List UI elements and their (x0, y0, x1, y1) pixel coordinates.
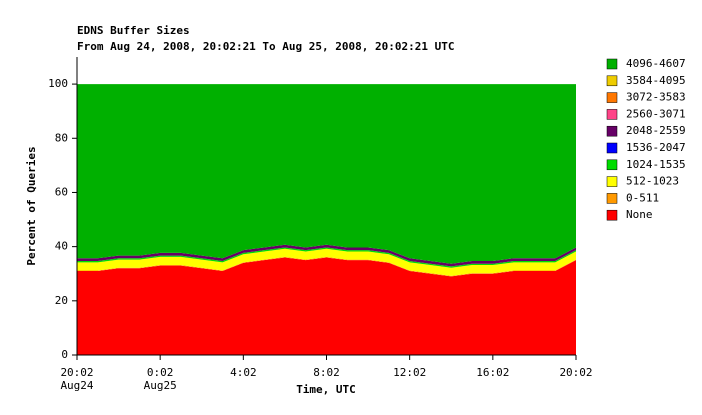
y-tick-label: 60 (55, 185, 68, 198)
x-tick-label: 12:02 (393, 366, 426, 379)
x-tick-label: 20:02 (60, 366, 93, 379)
legend-swatch (606, 92, 618, 103)
legend-label: 2048-2559 (626, 124, 686, 137)
legend-label: 512-1023 (626, 175, 679, 188)
chart-title: EDNS Buffer Sizes (77, 24, 190, 37)
legend-swatch (606, 176, 618, 187)
x-tick-label: 16:02 (476, 366, 509, 379)
legend-label: 4096-4607 (626, 57, 686, 70)
legend-label: 1536-2047 (626, 141, 686, 154)
y-tick-label: 0 (61, 348, 68, 361)
legend-label: 1024-1535 (626, 158, 686, 171)
legend-label: 3584-4095 (626, 74, 686, 87)
legend-swatch (606, 159, 618, 171)
area (77, 257, 576, 355)
area (77, 244, 576, 267)
legend-swatch (606, 75, 618, 87)
legend-label: 0-511 (626, 191, 659, 204)
x-tick-label: 8:02 (313, 366, 340, 379)
legend-label: 3072-3583 (626, 91, 686, 104)
x-tick-label: 20:02 (559, 366, 592, 379)
x-tick-label: 0:02 (147, 366, 174, 379)
chart-subtitle: From Aug 24, 2008, 20:02:21 To Aug 25, 2… (77, 40, 455, 53)
legend-swatch (606, 109, 618, 120)
legend-label: None (626, 208, 653, 221)
y-tick-label: 100 (48, 77, 68, 90)
legend-swatch (606, 125, 618, 137)
y-tick-label: 20 (55, 294, 68, 307)
legend-swatch (606, 142, 618, 154)
area (77, 84, 576, 264)
y-axis-label: Percent of Queries (25, 146, 38, 265)
x-tick-sublabel: Aug24 (60, 379, 93, 392)
legend-label: 2560-3071 (626, 107, 686, 120)
x-axis-label: Time, UTC (296, 383, 356, 396)
x-tick-sublabel: Aug25 (144, 379, 177, 392)
y-tick-label: 80 (55, 131, 68, 144)
x-tick-label: 4:02 (230, 366, 257, 379)
legend-swatch (606, 193, 618, 204)
y-tick-label: 40 (55, 240, 68, 253)
area (77, 248, 576, 276)
legend-swatch (606, 209, 618, 221)
legend-swatch (606, 58, 618, 70)
